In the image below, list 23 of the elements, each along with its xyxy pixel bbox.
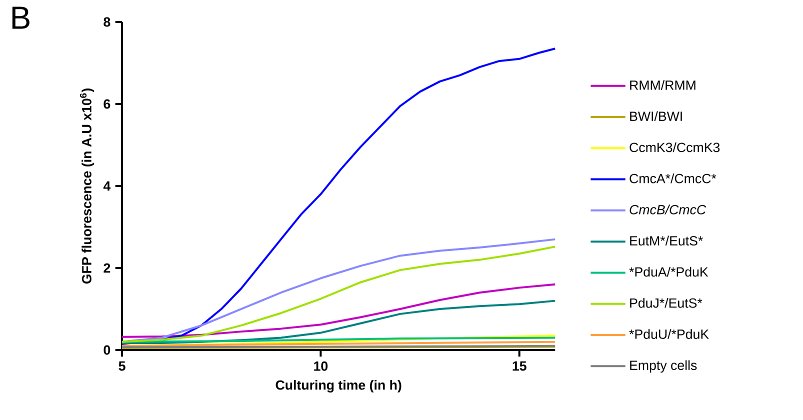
legend-label: EutM*/EutS* bbox=[630, 236, 703, 246]
x-tick-label: 5 bbox=[118, 361, 126, 371]
y-tick-label: 8 bbox=[104, 17, 110, 27]
line-series bbox=[121, 300, 556, 344]
legend-label: BWI/BWI bbox=[630, 111, 682, 122]
legend-label: CcmK3/CcmK3 bbox=[630, 142, 720, 152]
legend-label: *PduA/*PduK bbox=[629, 266, 708, 277]
y-axis-title: GFP fluorescence (in A.U x10$^{6}$) bbox=[80, 88, 94, 284]
legend-label: CmcA*/CmcC* bbox=[630, 173, 716, 184]
line-series bbox=[121, 283, 556, 338]
y-tick-label: 0 bbox=[104, 345, 110, 355]
y-tick-label: 2 bbox=[104, 263, 110, 273]
x-axis-title: Culturing time (in h) bbox=[276, 380, 402, 392]
y-tick-label: 4 bbox=[103, 181, 111, 191]
legend-label: *PduU/*PduK bbox=[629, 329, 709, 339]
legend-label: CmcB/CmcC bbox=[630, 204, 706, 214]
text: B bbox=[12, 6, 30, 29]
y-tick-label: 6 bbox=[104, 99, 110, 109]
legend-label: Empty cells bbox=[630, 360, 697, 373]
legend-label: PduJ*/EutS* bbox=[630, 298, 702, 308]
legend-label: RMM/RMM bbox=[630, 80, 696, 90]
x-tick-label: 10 bbox=[314, 361, 328, 371]
x-tick-label: 15 bbox=[512, 361, 526, 371]
